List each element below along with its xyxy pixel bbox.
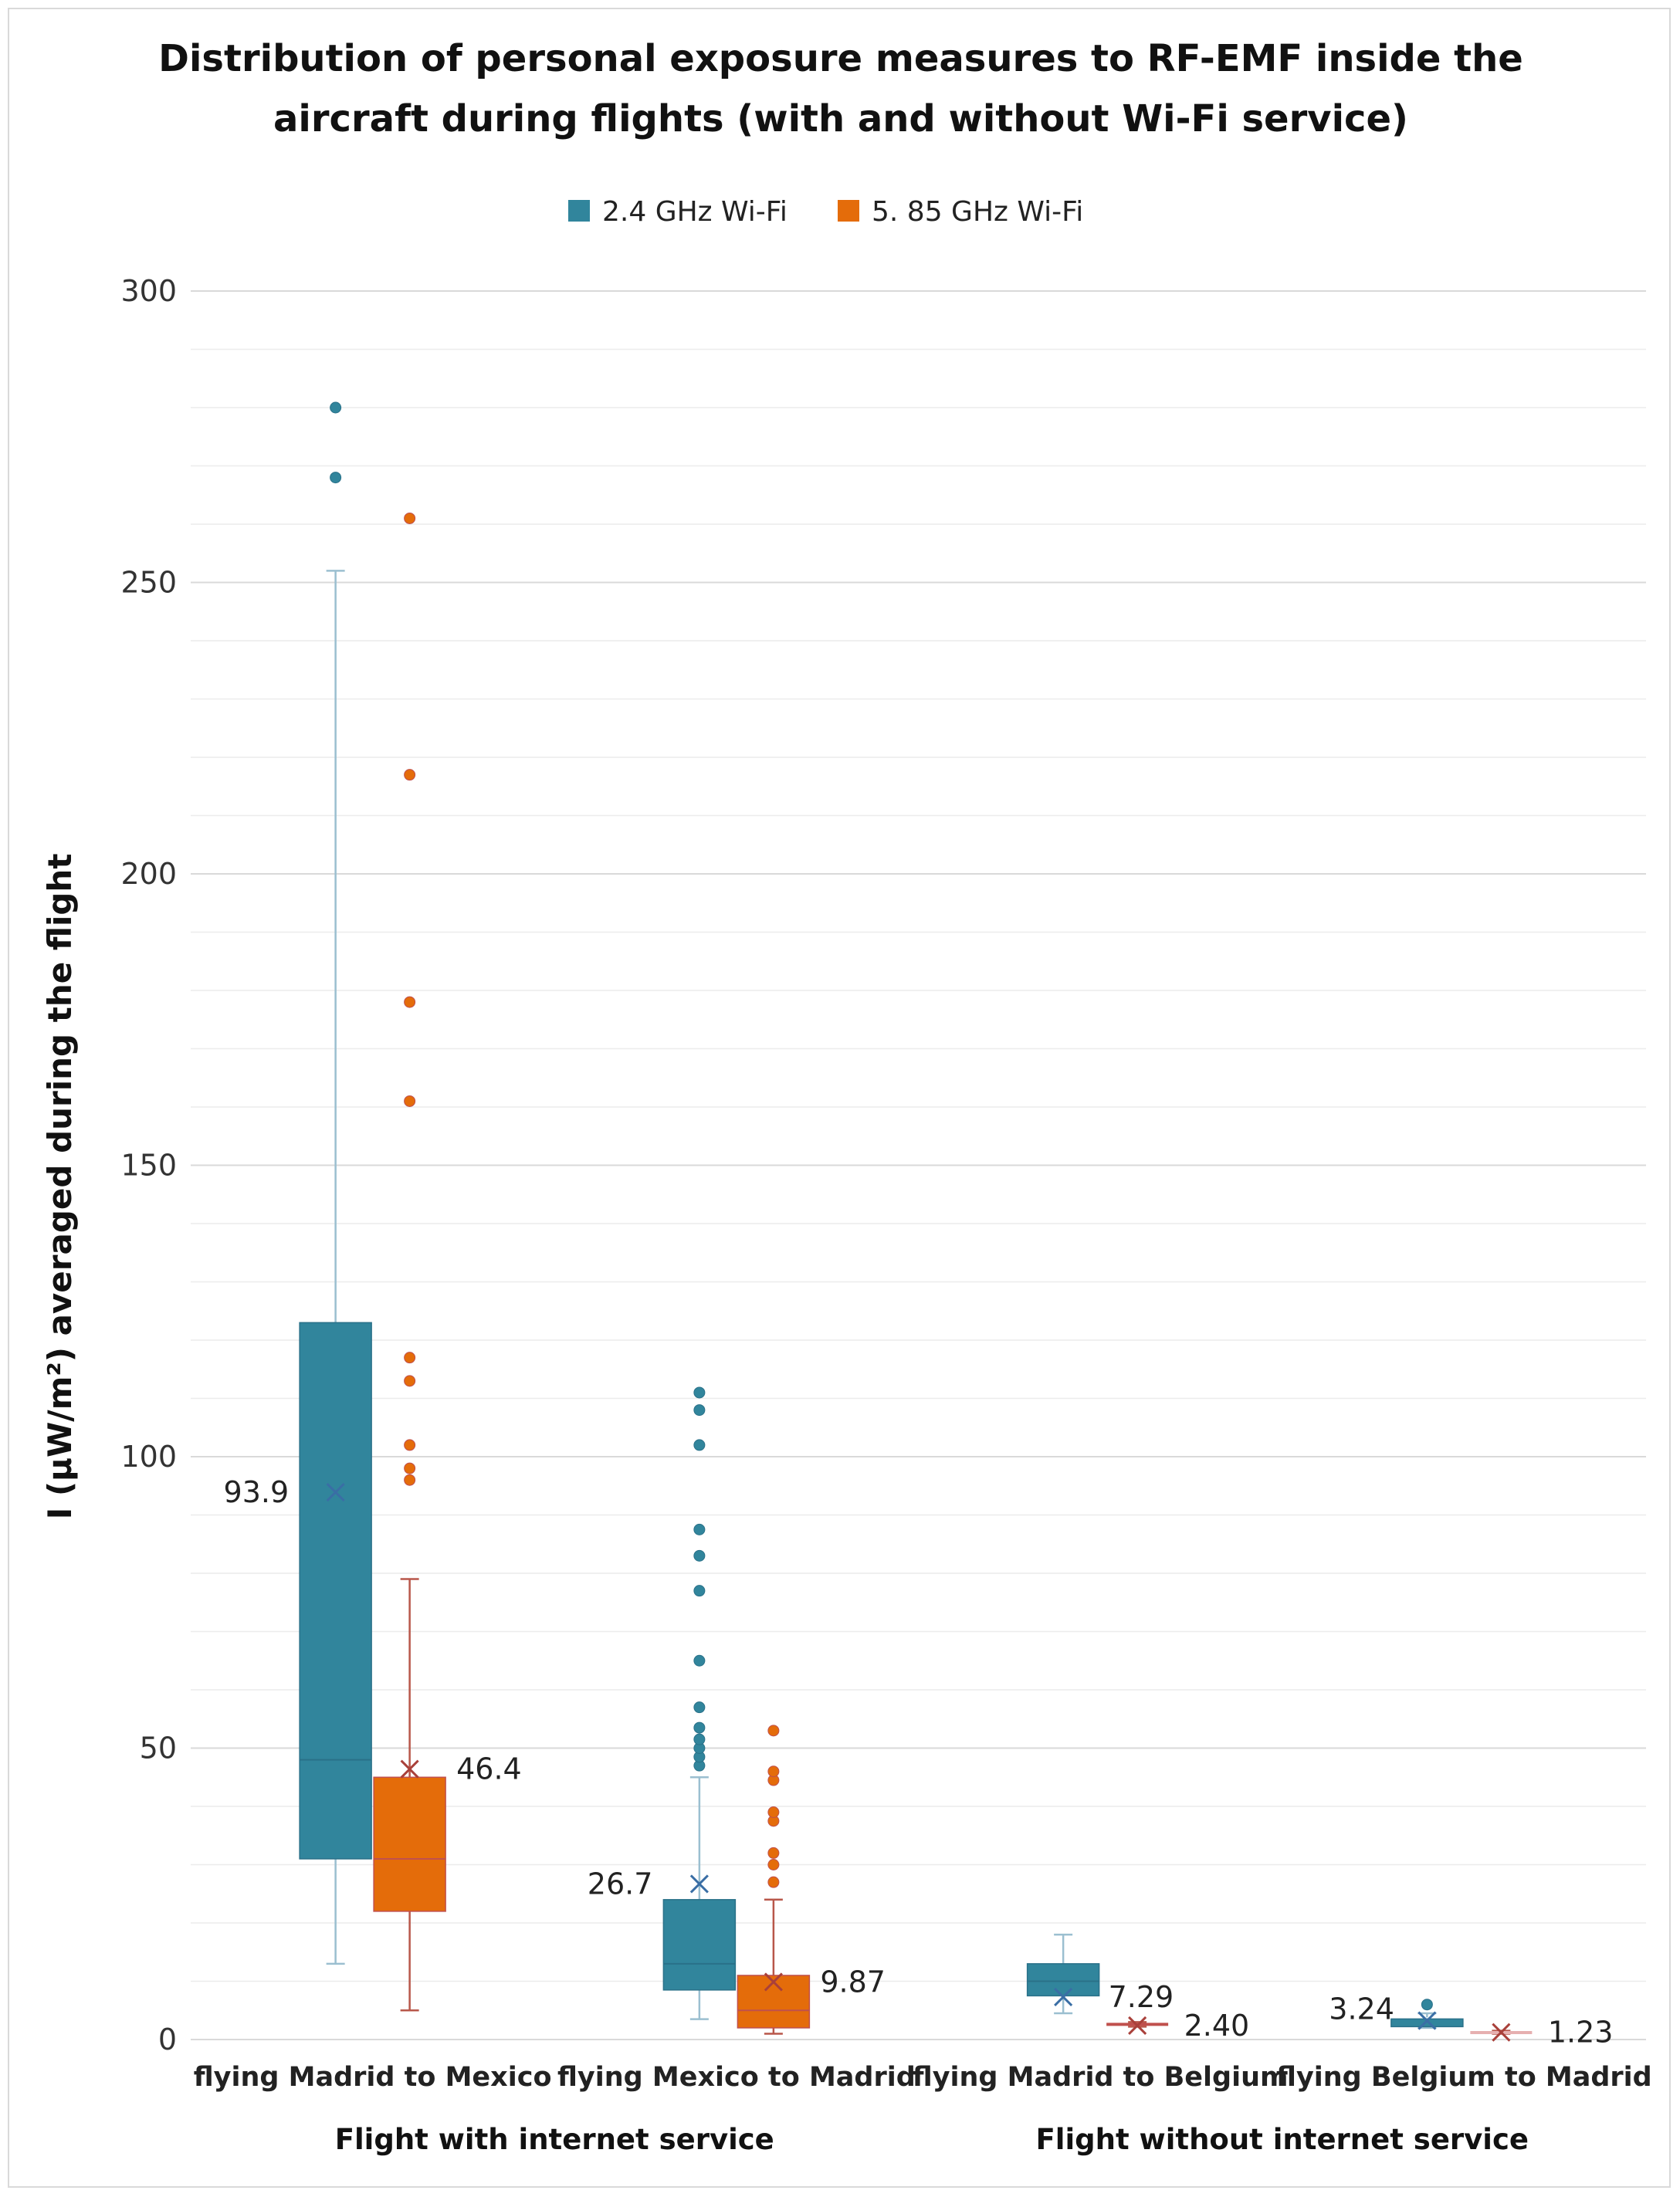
outlier-point <box>404 1375 416 1387</box>
mean-data-label: 26.7 <box>588 1867 653 1901</box>
box-0-3: 3.24 <box>1329 1992 1464 2030</box>
box-1-0: 46.4 <box>373 512 522 2012</box>
mean-marker <box>1418 2011 1437 2030</box>
box-body <box>299 1322 372 1860</box>
mean-data-label: 3.24 <box>1329 1992 1394 2026</box>
mean-marker <box>689 1874 709 1894</box>
y-tick-label: 50 <box>140 1732 177 1765</box>
chart-title-line-2: aircraft during flights (with and withou… <box>273 97 1408 140</box>
y-tick-label: 150 <box>120 1149 177 1183</box>
mean-marker <box>1128 2016 1147 2035</box>
legend-swatch-5-85ghz <box>838 200 859 222</box>
outlier-point <box>404 1474 416 1486</box>
mean-marker <box>400 1759 419 1779</box>
outlier-point <box>330 401 342 414</box>
group-label: Flight with internet service <box>335 2123 774 2156</box>
chart-title-line-1: Distribution of personal exposure measur… <box>158 37 1523 80</box>
gridlines <box>191 290 1646 2040</box>
box-0-0: 93.9 <box>224 401 372 1965</box>
mean-marker <box>1492 2023 1511 2042</box>
box-0-2: 7.29 <box>1026 1933 1174 2015</box>
outlier-point <box>404 1462 416 1474</box>
mean-data-label: 7.29 <box>1109 1980 1174 2014</box>
legend: 2.4 GHz Wi-Fi 5. 85 GHz Wi-Fi <box>568 196 1083 228</box>
box-body <box>373 1776 446 1912</box>
outlier-point <box>693 1701 706 1714</box>
group-label: Flight without internet service <box>1035 2123 1529 2156</box>
outlier-point <box>693 1585 706 1597</box>
category-label: flying Madrid to Mexico <box>194 2062 552 2093</box>
y-tick-label: 0 <box>158 2023 177 2057</box>
outlier-point <box>767 1859 780 1870</box>
outlier-point <box>693 1439 706 1451</box>
box-0-1: 26.7 <box>588 1386 737 2020</box>
y-axis-label: I (µW/m²) averaged during the flight <box>41 854 79 1520</box>
legend-swatch-2-4ghz <box>568 200 590 222</box>
y-tick-label: 200 <box>120 857 177 891</box>
box-body <box>1390 2018 1464 2028</box>
mean-data-label: 9.87 <box>820 1965 886 1999</box>
outlier-point <box>767 1847 780 1859</box>
box-1-2: 2.40 <box>1106 2009 1249 2043</box>
legend-label-5-85ghz: 5. 85 GHz Wi-Fi <box>872 196 1083 228</box>
outlier-point <box>693 1654 706 1667</box>
outlier-point <box>693 1404 706 1417</box>
outlier-point <box>404 1095 416 1107</box>
mean-data-label: 46.4 <box>456 1752 522 1786</box>
box-1-1: 9.87 <box>737 1725 886 2035</box>
outlier-point <box>404 1439 416 1451</box>
category-label: flying Madrid to Belgium <box>913 2062 1289 2093</box>
chart-frame: Distribution of personal exposure measur… <box>8 8 1671 2188</box>
x-axis-categories: flying Madrid to Mexico flying Mexico to… <box>194 2062 1652 2156</box>
outlier-point <box>404 1352 416 1364</box>
y-tick-label: 300 <box>120 274 177 308</box>
outlier-point <box>767 1765 780 1778</box>
outlier-point <box>767 1876 780 1888</box>
mean-data-label: 2.40 <box>1184 2009 1250 2043</box>
box-body <box>737 1975 811 2029</box>
box-body <box>1026 1963 1100 1997</box>
category-label: flying Mexico to Madrid <box>557 2062 916 2093</box>
outlier-point <box>693 1549 706 1562</box>
mean-marker <box>764 1972 783 1992</box>
outlier-point <box>693 1721 706 1734</box>
y-axis-ticks: 0 50 100 150 200 250 300 <box>120 274 177 2057</box>
legend-label-2-4ghz: 2.4 GHz Wi-Fi <box>602 196 788 228</box>
outlier-point <box>767 1725 780 1737</box>
mean-marker <box>326 1482 345 1502</box>
outlier-point <box>404 996 416 1008</box>
box-1-3: 1.23 <box>1470 2016 1613 2050</box>
y-tick-label: 250 <box>120 566 177 600</box>
outlier-point <box>767 1806 780 1819</box>
box-body <box>662 1899 737 1991</box>
y-tick-label: 100 <box>120 1440 177 1474</box>
mean-data-label: 1.23 <box>1548 2016 1614 2050</box>
outlier-point <box>404 769 416 781</box>
category-label: flying Belgium to Madrid <box>1276 2062 1652 2093</box>
outlier-point <box>693 1386 706 1399</box>
mean-marker <box>1054 1987 1073 2007</box>
outlier-point <box>330 472 342 484</box>
outlier-point <box>1421 1999 1433 2011</box>
outlier-point <box>404 512 416 524</box>
plot-area: 93.9 26.7 7.29 3.24 46.4 9.87 2.40 1.23 <box>224 401 1613 2050</box>
outlier-point <box>693 1733 706 1745</box>
outlier-point <box>693 1523 706 1535</box>
chart-svg: Distribution of personal exposure measur… <box>41 37 1652 2156</box>
mean-data-label: 93.9 <box>224 1475 290 1509</box>
